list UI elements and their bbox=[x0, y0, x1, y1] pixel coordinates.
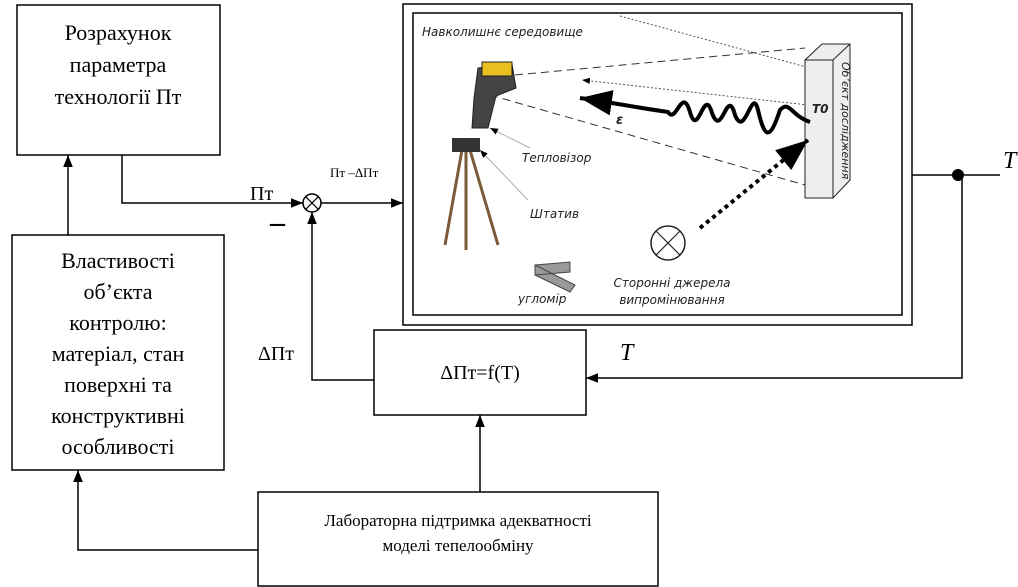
block-text: контролю: bbox=[69, 310, 166, 335]
param-wire bbox=[122, 155, 303, 203]
block-text: моделі тепелообміну bbox=[382, 536, 534, 555]
block-text: конструктивні bbox=[51, 403, 185, 428]
scene-label: Штатив bbox=[530, 207, 579, 221]
scene-label: угломір bbox=[517, 292, 567, 306]
block-text: об’єкта bbox=[83, 279, 152, 304]
signal-label: T bbox=[1003, 148, 1018, 174]
scene-label: випромінювання bbox=[619, 293, 724, 307]
correction-wire bbox=[312, 212, 374, 380]
diagram: Розрахунок параметра технології Пт Власт… bbox=[0, 0, 1018, 587]
emissivity-label: ε bbox=[616, 113, 623, 128]
block-text: Властивості bbox=[61, 248, 175, 273]
block-text: особливості bbox=[62, 434, 175, 459]
scene-label: Сторонні джерела bbox=[613, 276, 730, 290]
lab-props-wire bbox=[78, 470, 258, 550]
func-label: ΔПт=f(T) bbox=[440, 362, 520, 384]
temperature-label: T0 bbox=[812, 102, 829, 116]
object-label: Об’єкт дослідження bbox=[839, 62, 852, 180]
signal-label: Пт bbox=[250, 183, 273, 205]
scene-label: Навколишнє середовище bbox=[422, 25, 583, 39]
scene-label: Тепловізор bbox=[522, 151, 592, 165]
block-text: параметра bbox=[70, 52, 167, 77]
block-text: Лабораторна підтримка адекватності bbox=[324, 511, 592, 530]
tripod-head bbox=[452, 138, 480, 152]
minus-sign: – bbox=[269, 206, 286, 239]
block-text: матеріал, стан bbox=[52, 341, 185, 366]
signal-label: T bbox=[620, 340, 635, 366]
signal-label: Пт –ΔПт bbox=[330, 165, 379, 180]
block-text: технології Пт bbox=[55, 84, 182, 109]
signal-label: ΔПт bbox=[258, 343, 294, 365]
block-text: поверхні та bbox=[64, 372, 172, 397]
block-text: Розрахунок bbox=[65, 20, 172, 45]
camera-top bbox=[482, 62, 512, 76]
